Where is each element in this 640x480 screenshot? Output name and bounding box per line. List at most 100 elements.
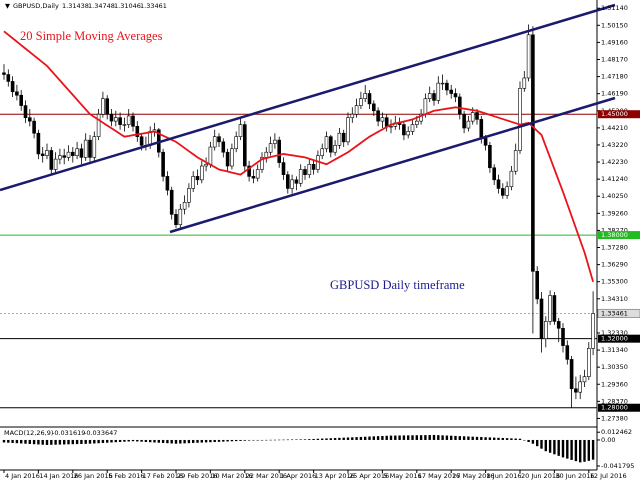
macd-bar <box>548 439 552 453</box>
level-label: 1.28000 <box>601 404 628 412</box>
macd-value: -0.031619 <box>52 429 85 437</box>
candle-body <box>466 120 471 129</box>
candle-body <box>539 298 544 339</box>
candle-body <box>586 348 591 377</box>
candle-body <box>556 321 561 329</box>
x-tick-label: 14 Jan 2016 <box>39 472 78 480</box>
candle-body <box>212 136 217 148</box>
macd-bar <box>50 439 53 445</box>
candle-body <box>488 145 492 169</box>
macd-bar <box>75 439 79 445</box>
candle-body <box>341 132 346 143</box>
macd-bar <box>157 439 160 443</box>
channel-lower <box>169 96 616 234</box>
candle-body <box>432 93 436 101</box>
candle-body <box>492 167 497 181</box>
x-tick-label: 5 May 2016 <box>383 472 421 480</box>
macd-bar <box>437 435 440 440</box>
macd-bar <box>123 439 126 442</box>
x-tick-label: 30 Jun 2016 <box>555 472 594 480</box>
y-tick-label: 1.31340 <box>601 346 628 354</box>
macd-bar <box>239 439 242 441</box>
candle-body <box>10 81 15 93</box>
macd-bar <box>359 436 363 440</box>
macd-bar <box>84 439 87 444</box>
candle-body <box>561 328 565 346</box>
macd-bar <box>480 437 483 440</box>
candle-body <box>53 158 58 170</box>
x-tick-label: 26 Jan 2016 <box>74 472 113 480</box>
macd-bar <box>278 439 281 441</box>
macd-bar <box>553 439 556 455</box>
candle-body <box>66 151 71 158</box>
candle-body <box>582 376 587 383</box>
macd-bar <box>136 439 139 442</box>
macd-bar <box>230 439 234 442</box>
macd-bar <box>101 439 105 443</box>
candle-body <box>255 169 260 179</box>
macd-bar <box>531 439 535 444</box>
candle-body <box>6 74 11 82</box>
candle-body <box>535 271 540 300</box>
candle-body <box>101 98 105 115</box>
macd-bar <box>161 439 165 443</box>
macd-bar <box>527 439 530 443</box>
macd-bar <box>67 439 70 445</box>
macd-bar <box>179 439 182 444</box>
candle-body <box>2 72 6 75</box>
candle-body <box>320 148 325 156</box>
y-tick-label: 1.39260 <box>601 209 628 217</box>
moving-average-line <box>3 30 594 282</box>
x-tick-label: 8 Jun 2016 <box>487 472 522 480</box>
level-label-box <box>598 403 640 412</box>
macd-bar <box>488 437 492 440</box>
header-close: 1.33461 <box>140 2 167 10</box>
candle-body <box>294 179 299 184</box>
candle-body <box>496 179 501 189</box>
candle-body <box>161 151 165 177</box>
macd-bar <box>407 435 410 440</box>
macd-bar <box>475 436 479 440</box>
macd-bar <box>149 439 152 443</box>
candle-body <box>350 113 355 118</box>
macd-bar <box>222 439 225 442</box>
macd-bar <box>286 439 289 441</box>
candle-body <box>457 96 462 115</box>
y-tick-label: 1.48170 <box>601 55 628 63</box>
candle-body <box>32 120 36 134</box>
macd-bar <box>71 439 74 445</box>
macd-bar <box>454 435 457 440</box>
candle-body <box>543 321 548 339</box>
candle-body <box>509 170 514 188</box>
level-label: 1.32000 <box>601 335 628 343</box>
macd-bar <box>441 435 444 440</box>
candle-body <box>449 89 454 94</box>
x-tick-label: 4 Jan 2016 <box>5 472 40 480</box>
candle-body <box>565 345 570 360</box>
candle-body <box>96 113 101 137</box>
candle-body <box>273 139 277 144</box>
candle-body <box>204 163 208 167</box>
candle-body <box>247 165 251 177</box>
candle-body <box>298 169 303 184</box>
macd-bar <box>523 439 526 441</box>
candle-body <box>333 145 337 153</box>
macd-bar <box>411 435 414 440</box>
macd-bar <box>364 436 367 440</box>
macd-bar <box>303 439 307 440</box>
macd-bar <box>351 437 354 440</box>
candle-body <box>200 165 204 181</box>
current-price-label: 1.33461 <box>601 309 628 317</box>
y-tick-label: 1.35300 <box>601 278 628 286</box>
macd-bar <box>153 439 156 443</box>
macd-bar <box>402 435 406 440</box>
candle-body <box>178 208 183 226</box>
candle-body <box>182 201 187 210</box>
macd-bar <box>28 439 31 444</box>
candle-body <box>303 169 307 175</box>
macd-bar <box>260 439 264 441</box>
y-tick-label: 1.34310 <box>601 295 628 303</box>
candle-body <box>230 148 234 167</box>
candle-body <box>36 132 41 155</box>
